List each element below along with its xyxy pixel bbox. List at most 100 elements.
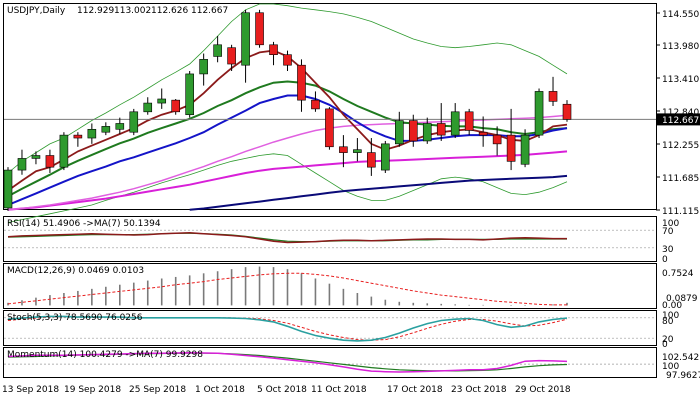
time-axis-label: 11 Oct 2018	[311, 385, 367, 395]
bearish-candle	[325, 108, 334, 148]
bullish-candle	[157, 98, 167, 104]
macd-scale-label: 0.00	[662, 301, 682, 311]
rsi-lines	[4, 229, 656, 249]
bearish-candle	[269, 44, 278, 55]
bullish-candle	[17, 158, 27, 171]
momentum-line	[7, 352, 568, 373]
ohlc-low: 112.626	[151, 6, 188, 16]
ohlc-high: 113.002	[114, 6, 151, 16]
momentum-scale-label: 100	[662, 362, 679, 372]
price-scale-label: 112.840	[662, 108, 699, 118]
time-axis-label: 13 Sep 2018	[2, 385, 59, 395]
bearish-candle	[171, 99, 180, 113]
bullish-candle	[422, 123, 432, 142]
momentum-lines	[4, 352, 656, 373]
bullish-candle	[450, 111, 460, 136]
ma-navy-line	[189, 174, 568, 211]
ohlc-open: 112.929	[77, 6, 114, 16]
bollinger-lower-line	[7, 153, 568, 223]
current-price-label: 112.667	[662, 116, 699, 126]
scale-ticks	[656, 12, 660, 211]
bullish-candle	[381, 143, 390, 171]
macd-scale-label: 0.7524	[662, 269, 694, 279]
bearish-candle	[283, 54, 292, 66]
momentum-scale-label: 102.542	[662, 353, 699, 363]
price-scale-label: 111.115	[662, 207, 699, 217]
bearish-candle	[255, 12, 264, 46]
rsi-scale-label: 100	[662, 219, 679, 229]
macd-scale-label: 0.0879	[666, 294, 698, 304]
bullish-candle	[115, 123, 125, 130]
stoch-main-line	[7, 315, 568, 342]
bearish-candle	[311, 99, 320, 110]
bearish-candle	[436, 123, 446, 136]
time-axis-label: 29 Oct 2018	[515, 385, 571, 395]
rsi-title: RSI(14) 51.4906 ->MA(7) 50.1394	[7, 219, 161, 229]
rsi-scale-label: 70	[662, 227, 674, 237]
bullish-candle	[241, 12, 250, 66]
momentum-panel-border	[3, 347, 657, 378]
bullish-candle	[3, 169, 13, 209]
bearish-candle	[506, 134, 516, 162]
momentum-title: Momentum(14) 100.4279 ->MA(7) 99.9298	[7, 350, 203, 360]
bullish-candle	[199, 59, 208, 75]
bullish-candle	[143, 102, 153, 113]
time-axis-label: 23 Oct 2018	[451, 385, 507, 395]
stoch-scale-label: 0	[662, 340, 668, 350]
rsi-line	[7, 232, 567, 244]
bearish-candle	[73, 134, 83, 139]
bearish-candle	[464, 111, 474, 131]
time-axis-label: 19 Sep 2018	[64, 385, 121, 395]
rsi-scale-label: 30	[662, 245, 674, 255]
rsi-panel-border	[3, 216, 657, 262]
stoch-scale-label: 100	[662, 311, 679, 321]
rsi-scale-label: 0	[662, 255, 668, 265]
time-axis-label: 1 Oct 2018	[195, 385, 245, 395]
bullish-candle	[213, 44, 222, 57]
bearish-candle	[367, 152, 376, 168]
ohlc-close: 112.667	[191, 6, 228, 16]
bullish-candle	[31, 155, 41, 159]
ma-violet-line	[7, 114, 568, 211]
bullish-candle	[534, 91, 544, 136]
price-scale-label: 113.980	[662, 42, 699, 52]
bullish-candle	[87, 128, 97, 139]
symbol-timeframe: USDJPY,Daily	[7, 6, 66, 16]
bullish-candle	[185, 73, 194, 116]
price-scale-label: 114.550	[662, 10, 699, 20]
stoch-scale-label: 20	[662, 335, 674, 345]
bearish-candle	[297, 64, 306, 101]
bullish-candle	[101, 126, 111, 133]
bullish-candle	[394, 120, 404, 145]
time-axis-label: 25 Sep 2018	[129, 385, 186, 395]
current-price-box	[657, 113, 700, 126]
momentum-scale-label: 97.9627	[666, 371, 700, 381]
macd-panel-border	[3, 263, 657, 309]
ma-green-line	[7, 80, 568, 198]
bollinger-upper-line	[7, 3, 568, 174]
bearish-candle	[339, 146, 348, 153]
price-scale-label: 111.685	[662, 174, 699, 184]
bollinger-bands	[7, 3, 568, 223]
price-scale-label: 112.255	[662, 141, 699, 151]
bearish-candle	[548, 91, 558, 102]
stoch-panel-border	[3, 310, 657, 346]
bearish-candle	[408, 120, 418, 142]
bullish-candle	[129, 111, 139, 133]
time-axis-label: 17 Oct 2018	[387, 385, 443, 395]
stoch-title: Stoch(5,3,3) 78.5690 76.0256	[7, 313, 143, 323]
bullish-candle	[59, 134, 69, 168]
bearish-candle	[562, 103, 572, 120]
time-axis-label: 5 Oct 2018	[257, 385, 307, 395]
macd-title: MACD(12,26,9) 0.0469 0.0103	[7, 266, 144, 276]
ma-magenta-line	[7, 150, 568, 211]
stochastic-lines	[4, 315, 656, 342]
macd-signal-line	[7, 272, 567, 306]
bullish-candle	[520, 134, 530, 165]
moving-averages	[7, 49, 568, 211]
bearish-candle	[492, 134, 502, 145]
bearish-candle	[45, 155, 55, 168]
candlesticks	[3, 9, 572, 211]
